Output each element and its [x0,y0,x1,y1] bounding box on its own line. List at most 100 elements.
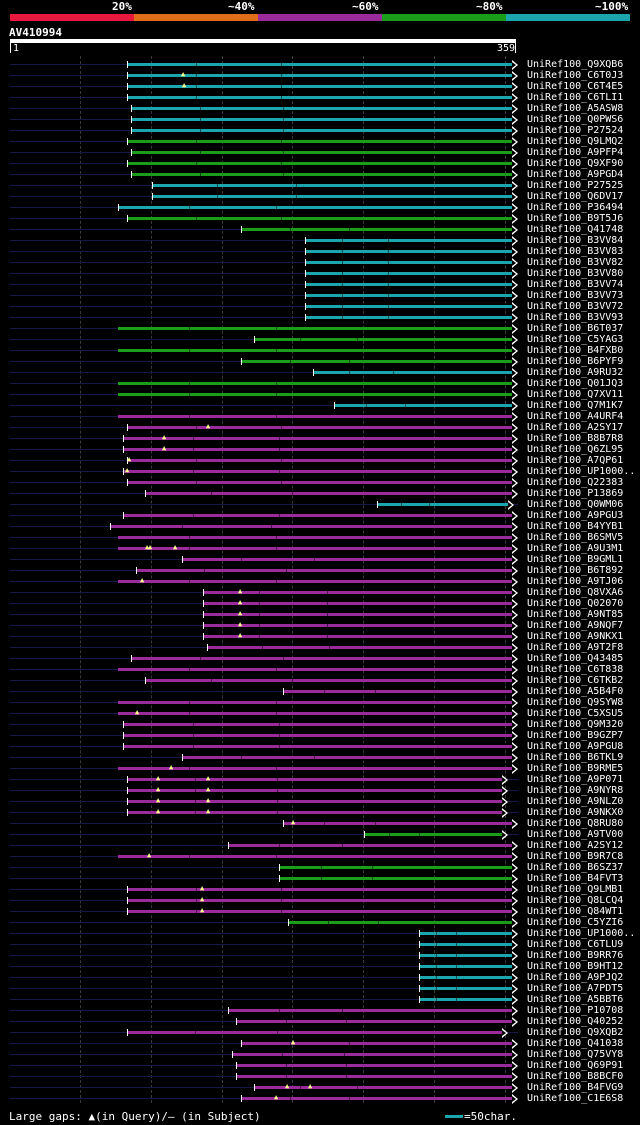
hit-alignment-bar[interactable] [305,316,512,319]
hit-row[interactable]: UniRef100_A2SY12 [0,840,640,851]
hit-row[interactable]: UniRef100_A9PGD4 [0,169,640,180]
hit-row[interactable]: UniRef100_B3VV80 [0,268,640,279]
hit-label-link[interactable]: UniRef100_B8B7R8 [527,433,624,444]
hit-row[interactable]: ▲ UniRef100_Q8VXA6 [0,587,640,598]
hit-label-link[interactable]: UniRef100_A9NLZ0 [527,796,624,807]
hit-row[interactable]: ▲ UniRef100_A2SY17 [0,422,640,433]
hit-label-link[interactable]: UniRef100_A5BBT6 [527,994,624,1005]
hit-label-link[interactable]: UniRef100_B3VV84 [527,235,624,246]
hit-label-link[interactable]: UniRef100_Q8VXA6 [527,587,624,598]
hit-alignment-bar[interactable] [127,811,502,814]
hit-label-link[interactable]: UniRef100_Q9XQB6 [527,59,624,70]
hit-alignment-bar[interactable] [241,1042,512,1045]
hit-label-link[interactable]: UniRef100_P27525 [527,180,624,191]
hit-alignment-bar[interactable] [118,701,512,704]
hit-alignment-bar[interactable] [145,679,512,682]
hit-alignment-bar[interactable] [254,1086,512,1089]
hit-row[interactable]: UniRef100_A9T2F8 [0,642,640,653]
hit-alignment-bar[interactable] [279,877,512,880]
hit-label-link[interactable]: UniRef100_Q02070 [527,598,624,609]
hit-label-link[interactable]: UniRef100_Q9LMQ2 [527,136,624,147]
hit-alignment-bar[interactable] [283,822,512,825]
hit-alignment-bar[interactable] [313,371,512,374]
hit-alignment-bar[interactable] [127,426,512,429]
hit-row[interactable]: UniRef100_A9PFP4 [0,147,640,158]
hit-label-link[interactable]: UniRef100_C5YZI6 [527,917,624,928]
hit-row[interactable]: UniRef100_B6PYF9 [0,356,640,367]
hit-alignment-bar[interactable] [118,580,512,583]
hit-label-link[interactable]: UniRef100_A9P071 [527,774,624,785]
hit-label-link[interactable]: UniRef100_B8BCF0 [527,1071,624,1082]
hit-row[interactable]: UniRef100_Q69P91 [0,1060,640,1071]
hit-alignment-bar[interactable] [127,85,512,88]
hit-alignment-bar[interactable] [123,745,512,748]
hit-alignment-bar[interactable] [118,206,512,209]
hit-label-link[interactable]: UniRef100_B3VV80 [527,268,624,279]
hit-row[interactable]: UniRef100_B6T037 [0,323,640,334]
hit-label-link[interactable]: UniRef100_A5B4F0 [527,686,624,697]
hit-alignment-bar[interactable] [152,184,512,187]
hit-label-link[interactable]: UniRef100_Q41038 [527,1038,624,1049]
hit-alignment-bar[interactable] [127,899,512,902]
hit-row[interactable]: UniRef100_B6SMV5 [0,532,640,543]
hit-row[interactable]: UniRef100_B4FVT3 [0,873,640,884]
hit-alignment-bar[interactable] [131,118,512,121]
hit-alignment-bar[interactable] [123,470,512,473]
hit-row[interactable]: ▲ ▲ UniRef100_A9NKX0 [0,807,640,818]
hit-alignment-bar[interactable] [203,591,512,594]
hit-alignment-bar[interactable] [127,888,512,891]
hit-row[interactable]: ▲ UniRef100_Q8RU80 [0,818,640,829]
hit-row[interactable]: ▲ UniRef100_B8B7R8 [0,433,640,444]
hit-row[interactable]: UniRef100_B6SZ37 [0,862,640,873]
hit-label-link[interactable]: UniRef100_B6SMV5 [527,532,624,543]
hit-alignment-bar[interactable] [236,1020,512,1023]
hit-row[interactable]: UniRef100_Q0PWS6 [0,114,640,125]
hit-label-link[interactable]: UniRef100_C6T838 [527,664,624,675]
hit-label-link[interactable]: UniRef100_A9PFP4 [527,147,624,158]
hit-label-link[interactable]: UniRef100_Q01JQ3 [527,378,624,389]
hit-label-link[interactable]: UniRef100_C5XSU5 [527,708,624,719]
hit-label-link[interactable]: UniRef100_Q7M1K7 [527,400,624,411]
hit-alignment-bar[interactable] [118,393,512,396]
hit-row[interactable]: UniRef100_C6TLI1 [0,92,640,103]
hit-row[interactable]: UniRef100_A9TV00 [0,829,640,840]
hit-row[interactable]: UniRef100_A9RU32 [0,367,640,378]
hit-label-link[interactable]: UniRef100_P27524 [527,125,624,136]
hit-label-link[interactable]: UniRef100_Q9LMB1 [527,884,624,895]
hit-label-link[interactable]: UniRef100_A9T2F8 [527,642,624,653]
hit-label-link[interactable]: UniRef100_Q69P91 [527,1060,624,1071]
hit-row[interactable]: UniRef100_Q43485 [0,653,640,664]
hit-row[interactable]: ▲ UniRef100_B9RME5 [0,763,640,774]
hit-label-link[interactable]: UniRef100_Q84WT1 [527,906,624,917]
hit-label-link[interactable]: UniRef100_B3VV83 [527,246,624,257]
hit-alignment-bar[interactable] [127,910,512,913]
hit-alignment-bar[interactable] [123,734,512,737]
hit-label-link[interactable]: UniRef100_B6T037 [527,323,624,334]
hit-alignment-bar[interactable] [131,129,512,132]
hit-label-link[interactable]: UniRef100_B4FXB0 [527,345,624,356]
hit-alignment-bar[interactable] [305,239,512,242]
hit-row[interactable]: UniRef100_B3VV83 [0,246,640,257]
hit-alignment-bar[interactable] [118,349,512,352]
hit-alignment-bar[interactable] [152,195,512,198]
hit-label-link[interactable]: UniRef100_A9NQF7 [527,620,624,631]
hit-alignment-bar[interactable] [118,547,512,550]
hit-alignment-bar[interactable] [123,437,512,440]
hit-alignment-bar[interactable] [203,635,512,638]
hit-alignment-bar[interactable] [419,932,512,935]
hit-row[interactable]: ▲ UniRef100_A9NKX1 [0,631,640,642]
hit-row[interactable]: UniRef100_B4YYB1 [0,521,640,532]
hit-alignment-bar[interactable] [207,646,512,649]
hit-label-link[interactable]: UniRef100_Q9XF90 [527,158,624,169]
hit-row[interactable]: UniRef100_B3VV72 [0,301,640,312]
hit-row[interactable]: ▲ UniRef100_UP1000.. [0,466,640,477]
hit-alignment-bar[interactable] [241,228,512,231]
hit-alignment-bar[interactable] [127,63,512,66]
hit-label-link[interactable]: UniRef100_B3VV73 [527,290,624,301]
hit-label-link[interactable]: UniRef100_A9PJQ2 [527,972,624,983]
hit-label-link[interactable]: UniRef100_B9RME5 [527,763,624,774]
hit-label-link[interactable]: UniRef100_A9PGU8 [527,741,624,752]
hit-row[interactable]: UniRef100_UP1000.. [0,928,640,939]
hit-alignment-bar[interactable] [118,382,512,385]
hit-row[interactable]: UniRef100_Q9XQB2 [0,1027,640,1038]
